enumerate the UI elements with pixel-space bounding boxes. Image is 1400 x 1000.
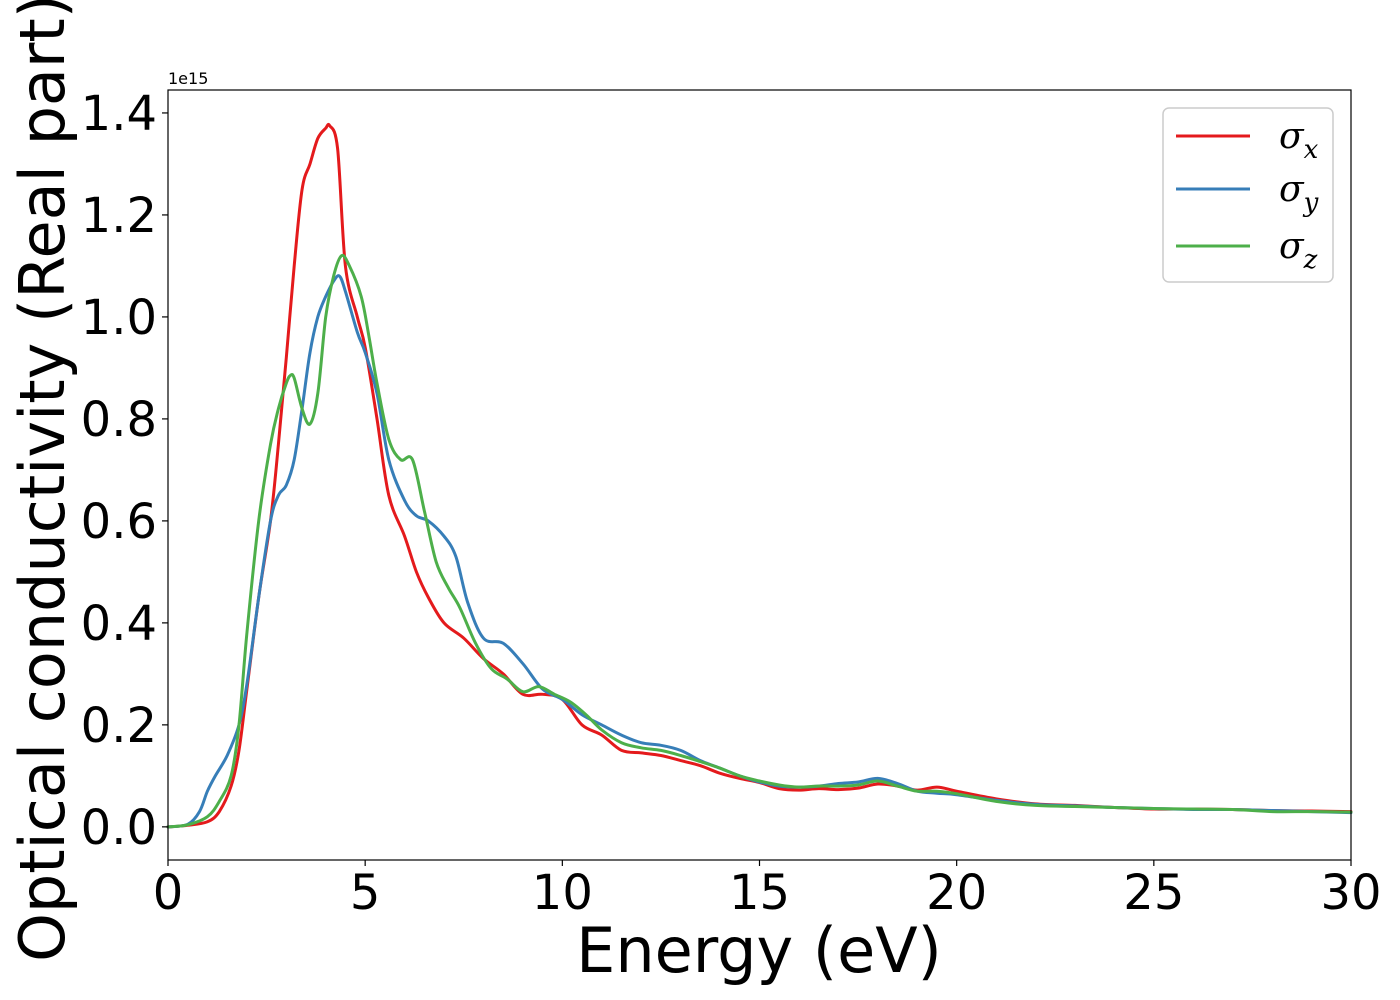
series-line-y <box>166 274 1353 829</box>
legend-box <box>1162 107 1334 283</box>
x-axis-ticks: 0 5 10 15 20 25 30 <box>153 860 1382 921</box>
legend-label-symbol: σ <box>1279 169 1305 210</box>
y-tick-label: 1.0 <box>81 290 157 346</box>
y-tick-label: 0.0 <box>81 800 157 856</box>
legend-label-symbol: σ <box>1279 226 1305 267</box>
legend-label-subscript: z <box>1303 245 1318 275</box>
x-tick-label: 15 <box>729 865 790 921</box>
x-tick-label: 25 <box>1123 865 1184 921</box>
y-tick-label: 1.2 <box>81 188 157 244</box>
y-axis-ticks: 0.0 0.2 0.4 0.6 0.8 1.0 1.2 1.4 <box>81 86 168 856</box>
x-tick-label: 10 <box>532 865 593 921</box>
y-tick-label: 0.2 <box>81 698 157 754</box>
y-tick-label: 0.8 <box>81 392 157 448</box>
x-tick-label: 30 <box>1320 865 1381 921</box>
series-line-x <box>166 122 1353 829</box>
y-tick-label: 1.4 <box>81 86 157 142</box>
legend-label-z: σz <box>1279 226 1318 275</box>
y-offset-label: 1e15 <box>168 69 208 88</box>
y-tick-label: 0.4 <box>81 596 157 652</box>
x-tick-label: 5 <box>350 865 381 921</box>
legend-label-subscript: y <box>1303 188 1319 218</box>
legend-label-symbol: σ <box>1279 116 1305 157</box>
legend-label-y: σy <box>1279 169 1319 218</box>
x-tick-label: 20 <box>926 865 987 921</box>
x-axis-title: Energy (eV) <box>576 914 942 987</box>
series-line-z <box>166 253 1353 829</box>
legend-label-x: σx <box>1279 116 1319 165</box>
legend-label-subscript: x <box>1304 135 1319 165</box>
y-tick-label: 0.6 <box>81 494 157 550</box>
x-tick-label: 0 <box>153 865 184 921</box>
y-axis-title: Optical conductivity (Real part) <box>6 0 79 962</box>
series-layer <box>166 122 1353 829</box>
